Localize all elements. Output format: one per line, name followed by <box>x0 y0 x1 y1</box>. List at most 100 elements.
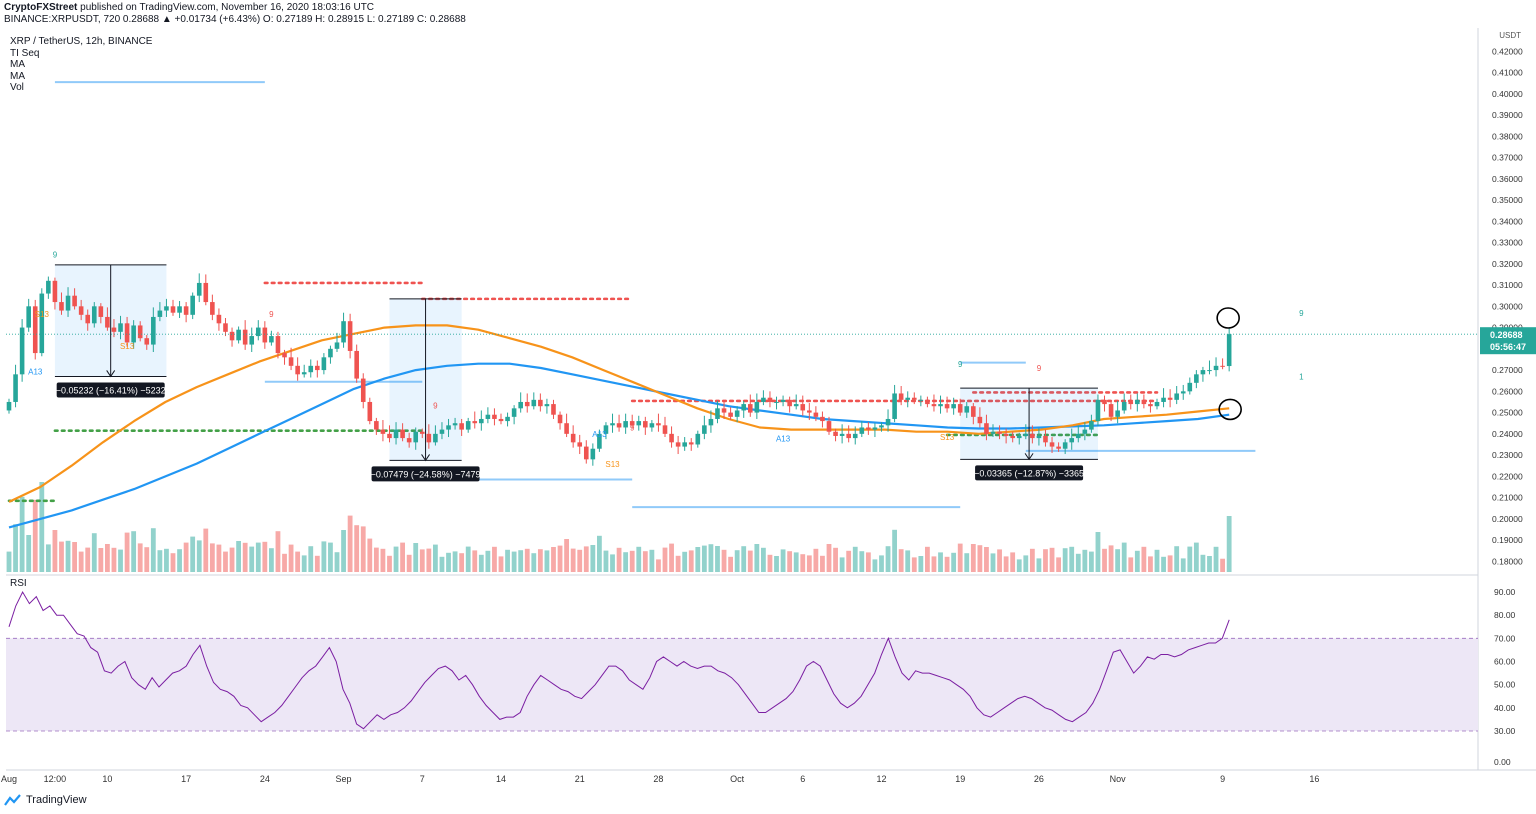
volume-bar <box>177 549 182 572</box>
candle-body <box>1226 334 1232 367</box>
candle-body <box>669 433 674 443</box>
td-sequential-label: 9 <box>1037 364 1042 373</box>
volume-bar <box>826 544 832 572</box>
candle-body <box>485 414 491 419</box>
candle-body <box>328 348 333 358</box>
candle-body <box>1108 404 1114 417</box>
volume-bar <box>13 524 18 572</box>
volume-bar <box>662 547 668 572</box>
price-axis-tick: 0.35000 <box>1492 195 1523 205</box>
volume-bar <box>59 541 64 572</box>
candle-body <box>957 404 963 413</box>
legend-indicator-ma-slow[interactable]: MA <box>10 70 25 82</box>
volume-bar <box>695 547 701 572</box>
candle-body <box>971 406 976 417</box>
td-sequential-label: 9 <box>1299 309 1304 318</box>
measure-label-box <box>56 382 165 398</box>
candle-body <box>1089 421 1094 430</box>
legend-indicator-td-seq[interactable]: TI Seq <box>10 47 40 59</box>
volume-bar <box>551 547 556 572</box>
volume-bar <box>426 548 432 572</box>
volume-bar <box>715 546 720 572</box>
td-sequential-label: 9 <box>53 250 58 259</box>
volume-bar <box>1148 556 1153 572</box>
time-axis-tick: 28 <box>653 774 663 784</box>
candle-body <box>1056 446 1061 449</box>
volume-bar <box>806 555 812 572</box>
candle-body <box>898 393 904 400</box>
volume-bar <box>223 551 228 572</box>
volume-bar <box>341 530 346 572</box>
td-sequential-label: 9 <box>958 360 963 369</box>
volume-bar <box>1023 555 1029 572</box>
legend-symbol-title[interactable]: XRP / TetherUS, 12h, BINANCE <box>10 36 153 47</box>
candle-body <box>570 433 576 443</box>
volume-bar <box>183 542 189 572</box>
candle-body <box>393 429 399 439</box>
candle-body <box>544 404 550 407</box>
time-axis-tick: 16 <box>1309 774 1319 784</box>
candle-body <box>538 399 543 407</box>
tradingview-brand[interactable]: TradingView <box>4 794 87 806</box>
volume-bar <box>190 536 196 572</box>
volume-bar <box>597 535 602 572</box>
volume-bar <box>1193 542 1199 572</box>
candle-body <box>111 327 117 332</box>
candle-body <box>715 408 720 419</box>
price-axis-currency: USDT <box>1499 31 1521 40</box>
volume-bar <box>833 547 838 572</box>
volume-bar <box>419 549 425 572</box>
candle-body <box>1010 435 1015 439</box>
volume-bar <box>164 548 169 572</box>
last-price-tag <box>1480 327 1536 355</box>
time-axis-tick: Nov <box>1110 774 1127 784</box>
price-axis-tick: 0.27000 <box>1492 365 1523 375</box>
candle-body <box>223 323 228 332</box>
price-axis-tick: 0.24000 <box>1492 429 1523 439</box>
candle-body <box>465 421 471 430</box>
candle-body <box>439 429 445 434</box>
volume-bar <box>537 549 543 572</box>
volume-bar <box>157 550 163 572</box>
price-axis-tick: 0.30000 <box>1492 301 1523 311</box>
candle-body <box>1003 433 1009 436</box>
candle-body <box>269 336 274 343</box>
volume-bar <box>951 552 957 572</box>
candle-body <box>852 433 858 439</box>
volume-bar <box>1128 557 1134 572</box>
candle-body <box>702 425 707 434</box>
volume-bar <box>682 551 688 572</box>
volume-bar <box>262 541 268 572</box>
volume-bar <box>544 550 550 572</box>
candle-body <box>1135 399 1140 405</box>
volume-bar <box>964 553 970 572</box>
publisher-name[interactable]: CryptoFXStreet <box>4 2 78 13</box>
volume-bar <box>1121 542 1127 572</box>
legend-indicator-volume[interactable]: Vol <box>10 82 24 93</box>
volume-bar <box>957 543 963 572</box>
price-axis-tick: 0.42000 <box>1492 46 1523 56</box>
volume-bar <box>413 543 419 572</box>
legend-indicator-ma-fast[interactable]: MA <box>10 59 25 70</box>
candle-body <box>288 357 294 366</box>
candle-body <box>118 323 123 332</box>
volume-bar <box>32 499 38 572</box>
volume-bar <box>747 550 753 572</box>
candle-body <box>131 325 136 343</box>
candle-body <box>124 323 130 343</box>
volume-bar <box>1154 549 1160 572</box>
time-axis-tick: Oct <box>730 774 745 784</box>
candle-body <box>446 425 451 430</box>
candle-body <box>39 293 45 354</box>
volume-bar <box>1174 546 1180 572</box>
volume-bar <box>354 525 360 572</box>
measure-label: −0.07479 (−24.58%) −7479 <box>371 469 481 479</box>
volume-bar <box>452 551 458 572</box>
volume-bar <box>472 550 478 572</box>
volume-bar <box>1010 552 1016 572</box>
volume-bar <box>459 553 465 572</box>
volume-bar <box>1062 548 1068 572</box>
measure-arrow-head <box>421 454 430 462</box>
candle-body <box>1174 393 1179 400</box>
